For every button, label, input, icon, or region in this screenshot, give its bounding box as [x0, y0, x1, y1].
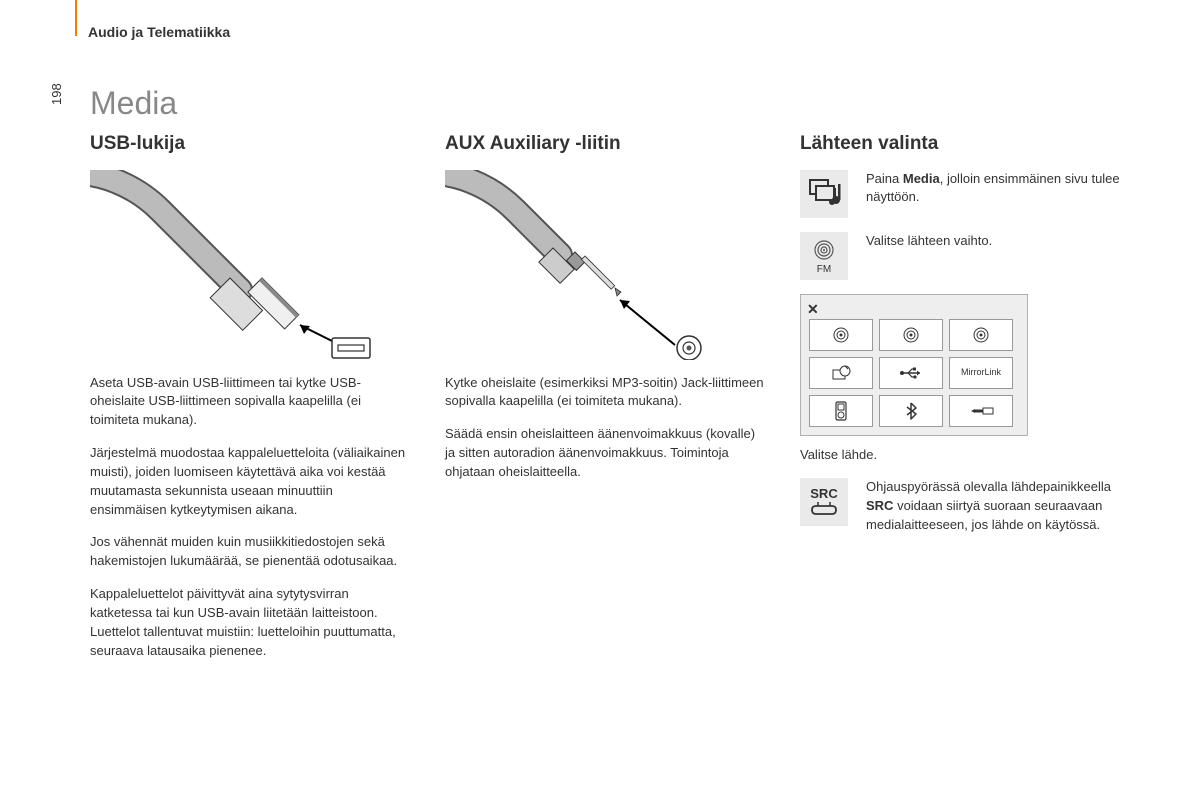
page-number: 198: [48, 83, 67, 105]
aux-p2: Säädä ensin oheislaitteen äänenvoimakkuu…: [445, 425, 765, 482]
fm-label: FM: [800, 263, 848, 278]
source-ipod-icon[interactable]: [809, 395, 873, 427]
source-usb-icon[interactable]: [879, 357, 943, 389]
media-pre: Paina: [866, 171, 903, 186]
media-bold: Media: [903, 171, 940, 186]
section-marker: [75, 0, 77, 36]
aux-heading: AUX Auxiliary -liitin: [445, 130, 765, 158]
fm-icon[interactable]: FM: [800, 232, 848, 280]
media-icon[interactable]: [800, 170, 848, 218]
column-usb: USB-lukija Aseta USB-avain USB-liittimee…: [90, 130, 410, 675]
fm-button-row: FM Valitse lähteen vaihto.: [800, 232, 1120, 280]
aux-cable-illustration: [445, 170, 735, 360]
src-button-row: SRC Ohjauspyörässä olevalla lähdepainikk…: [800, 478, 1120, 535]
column-aux: AUX Auxiliary -liitin Kytke oheislaite (…: [445, 130, 765, 496]
src-icon[interactable]: SRC: [800, 478, 848, 526]
source-mirrorlink[interactable]: MirrorLink: [949, 357, 1013, 389]
src-post: voidaan siirtyä suoraan seuraavaan media…: [866, 498, 1102, 532]
source-heading: Lähteen valinta: [800, 130, 1120, 158]
close-icon[interactable]: ✕: [807, 299, 819, 319]
src-bold: SRC: [866, 498, 893, 513]
media-text: Paina Media, jolloin ensimmäinen sivu tu…: [866, 170, 1120, 208]
usb-p1: Aseta USB-avain USB-liittimeen tai kytke…: [90, 374, 410, 431]
select-source-text: Valitse lähde.: [800, 446, 1120, 465]
usb-p3: Jos vähennät muiden kuin musiikkitiedost…: [90, 533, 410, 571]
source-radio-3[interactable]: [949, 319, 1013, 351]
fm-text: Valitse lähteen vaihto.: [866, 232, 1120, 251]
source-radio-2[interactable]: [879, 319, 943, 351]
usb-cable-illustration: [90, 170, 380, 360]
source-aux-jack-icon[interactable]: [949, 395, 1013, 427]
usb-heading: USB-lukija: [90, 130, 410, 158]
source-cd-icon[interactable]: [809, 357, 873, 389]
source-radio-1[interactable]: [809, 319, 873, 351]
src-pre: Ohjauspyörässä olevalla lähdepainikkeell…: [866, 479, 1111, 494]
column-source-select: Lähteen valinta Paina Media, jolloin ens…: [800, 130, 1120, 549]
source-grid-popup: ✕ MirrorLink: [800, 294, 1028, 436]
page-title: Media: [90, 80, 177, 126]
aux-p1: Kytke oheislaite (esimerkiksi MP3-soitin…: [445, 374, 765, 412]
page-header: Audio ja Telematiikka: [88, 22, 230, 42]
media-button-row: Paina Media, jolloin ensimmäinen sivu tu…: [800, 170, 1120, 218]
usb-p2: Järjestelmä muodostaa kappaleluetteloita…: [90, 444, 410, 519]
usb-p4: Kappaleluettelot päivittyvät aina sytyty…: [90, 585, 410, 660]
src-text: Ohjauspyörässä olevalla lähdepainikkeell…: [866, 478, 1120, 535]
source-bluetooth-icon[interactable]: [879, 395, 943, 427]
mirrorlink-label: MirrorLink: [961, 366, 1001, 379]
